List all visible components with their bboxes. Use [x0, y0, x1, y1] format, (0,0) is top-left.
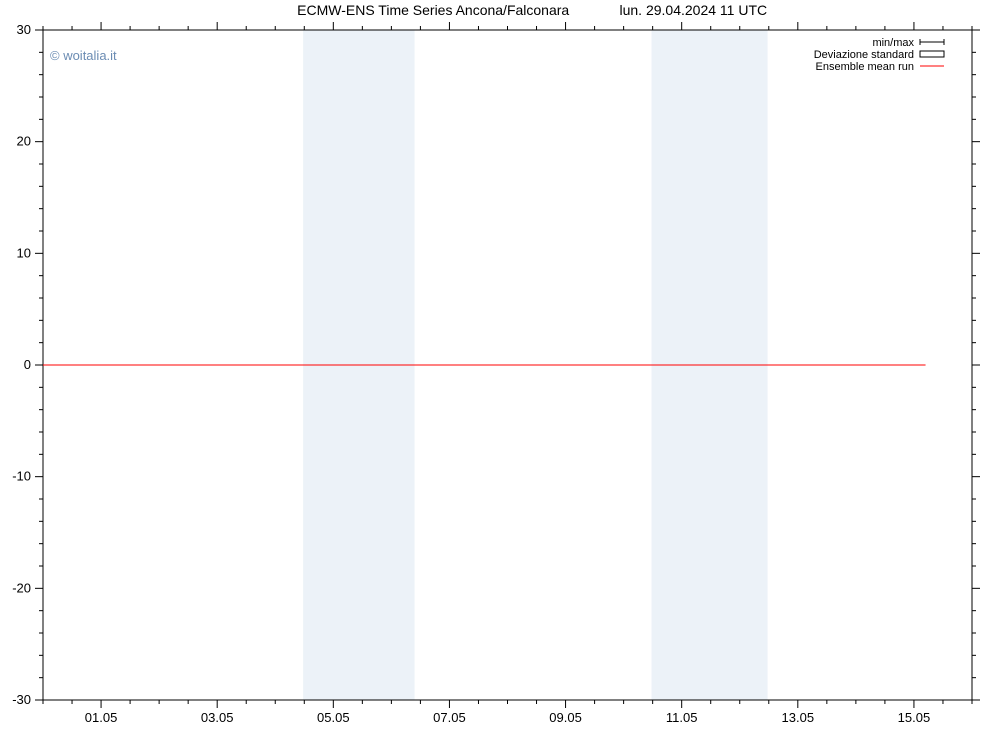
y-tick-label: 10	[17, 245, 31, 260]
x-tick-label: 05.05	[317, 710, 350, 725]
y-tick-label: 0	[24, 357, 31, 372]
y-tick-label: 20	[17, 134, 31, 149]
x-tick-label: 07.05	[433, 710, 466, 725]
x-tick-label: 11.05	[666, 710, 698, 725]
chart-container: -30 -20 -10 0 10 20 30 01.05 03.05 05.05 07.05 09.0…	[0, 0, 1000, 733]
chart-title-left: ECMW-ENS Time Series Ancona/Falconara	[297, 2, 569, 18]
x-tick-label: 15.05	[898, 710, 931, 725]
chart-title-right: lun. 29.04.2024 11 UTC	[619, 2, 767, 18]
x-tick-label: 09.05	[549, 710, 582, 725]
x-tick-label: 01.05	[85, 710, 118, 725]
x-tick-label: 13.05	[782, 710, 815, 725]
watermark: © woitalia.it	[50, 48, 117, 63]
y-tick-label: -20	[12, 580, 31, 595]
x-tick-label: 03.05	[201, 710, 234, 725]
y-tick-label: -10	[12, 469, 31, 484]
legend-label: min/max	[872, 37, 914, 49]
y-tick-label: 30	[17, 22, 31, 37]
y-tick-label: -30	[12, 692, 31, 707]
legend-label: Ensemble mean run	[816, 61, 914, 73]
chart-svg: -30 -20 -10 0 10 20 30 01.05 03.05 05.05 07.05 09.0…	[0, 0, 1000, 733]
legend-label: Deviazione standard	[814, 49, 914, 61]
